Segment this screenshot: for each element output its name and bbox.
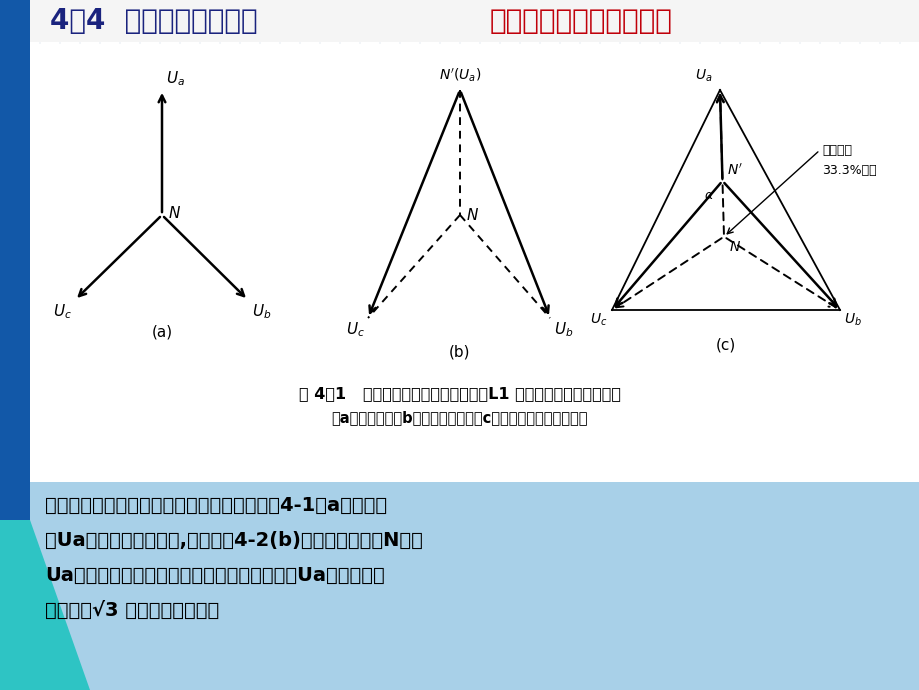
Text: $\alpha$: $\alpha$ xyxy=(704,190,714,202)
Text: $U_c$: $U_c$ xyxy=(53,302,72,321)
Text: 小电流接地系统单相接地: 小电流接地系统单相接地 xyxy=(490,7,672,35)
Text: 电压上升√3 倍，为线电压值。: 电压上升√3 倍，为线电压值。 xyxy=(45,600,219,620)
Text: $U_b$: $U_b$ xyxy=(843,312,861,328)
Text: 33.3%接地: 33.3%接地 xyxy=(821,164,876,177)
Text: $U_a$: $U_a$ xyxy=(165,69,185,88)
Text: (c): (c) xyxy=(715,337,735,353)
Text: $U_b$: $U_b$ xyxy=(252,302,271,321)
Text: 4－4  系统接地事故处理: 4－4 系统接地事故处理 xyxy=(50,7,257,35)
Text: $U_c$: $U_c$ xyxy=(589,312,607,328)
Bar xyxy=(30,0,919,42)
Text: (b): (b) xyxy=(448,344,471,359)
Text: Ua，故障相电压为零，中性点电压由零变为－Ua，非故障相: Ua，故障相电压为零，中性点电压由零变为－Ua，非故障相 xyxy=(45,566,384,584)
Text: $N$: $N$ xyxy=(728,239,740,254)
Text: $U_a$: $U_a$ xyxy=(694,68,711,84)
Text: 图 4－1   一相接地时中性点偏移轨迹（L1 相接地）及各相对地电压: 图 4－1 一相接地时中性点偏移轨迹（L1 相接地）及各相对地电压 xyxy=(299,386,620,402)
PathPatch shape xyxy=(0,520,90,690)
Text: $U_b$: $U_b$ xyxy=(553,320,573,339)
Text: $N$: $N$ xyxy=(168,205,181,221)
Text: $N'$: $N'$ xyxy=(727,163,743,178)
Text: 当Ua相为金属性接地时,相量图如4-2(b)所示，中性点自N移至: 当Ua相为金属性接地时,相量图如4-2(b)所示，中性点自N移至 xyxy=(45,531,423,549)
Text: 系统正常运行时，三相电压平衡，相量图如图4-1（a）所示。: 系统正常运行时，三相电压平衡，相量图如图4-1（a）所示。 xyxy=(45,495,387,515)
Bar xyxy=(0,0,30,690)
Text: （a）正常时；（b）金属性接地；（c）接地时中性点位移轨迹: （a）正常时；（b）金属性接地；（c）接地时中性点位移轨迹 xyxy=(332,411,587,426)
Bar xyxy=(30,482,919,690)
Text: $N$: $N$ xyxy=(466,207,479,223)
Text: $N'(U_a)$: $N'(U_a)$ xyxy=(438,66,481,84)
Text: 位移轨迹: 位移轨迹 xyxy=(821,144,851,157)
Bar xyxy=(30,44,919,482)
Text: (a): (a) xyxy=(152,324,173,339)
Text: $U_c$: $U_c$ xyxy=(346,320,365,339)
